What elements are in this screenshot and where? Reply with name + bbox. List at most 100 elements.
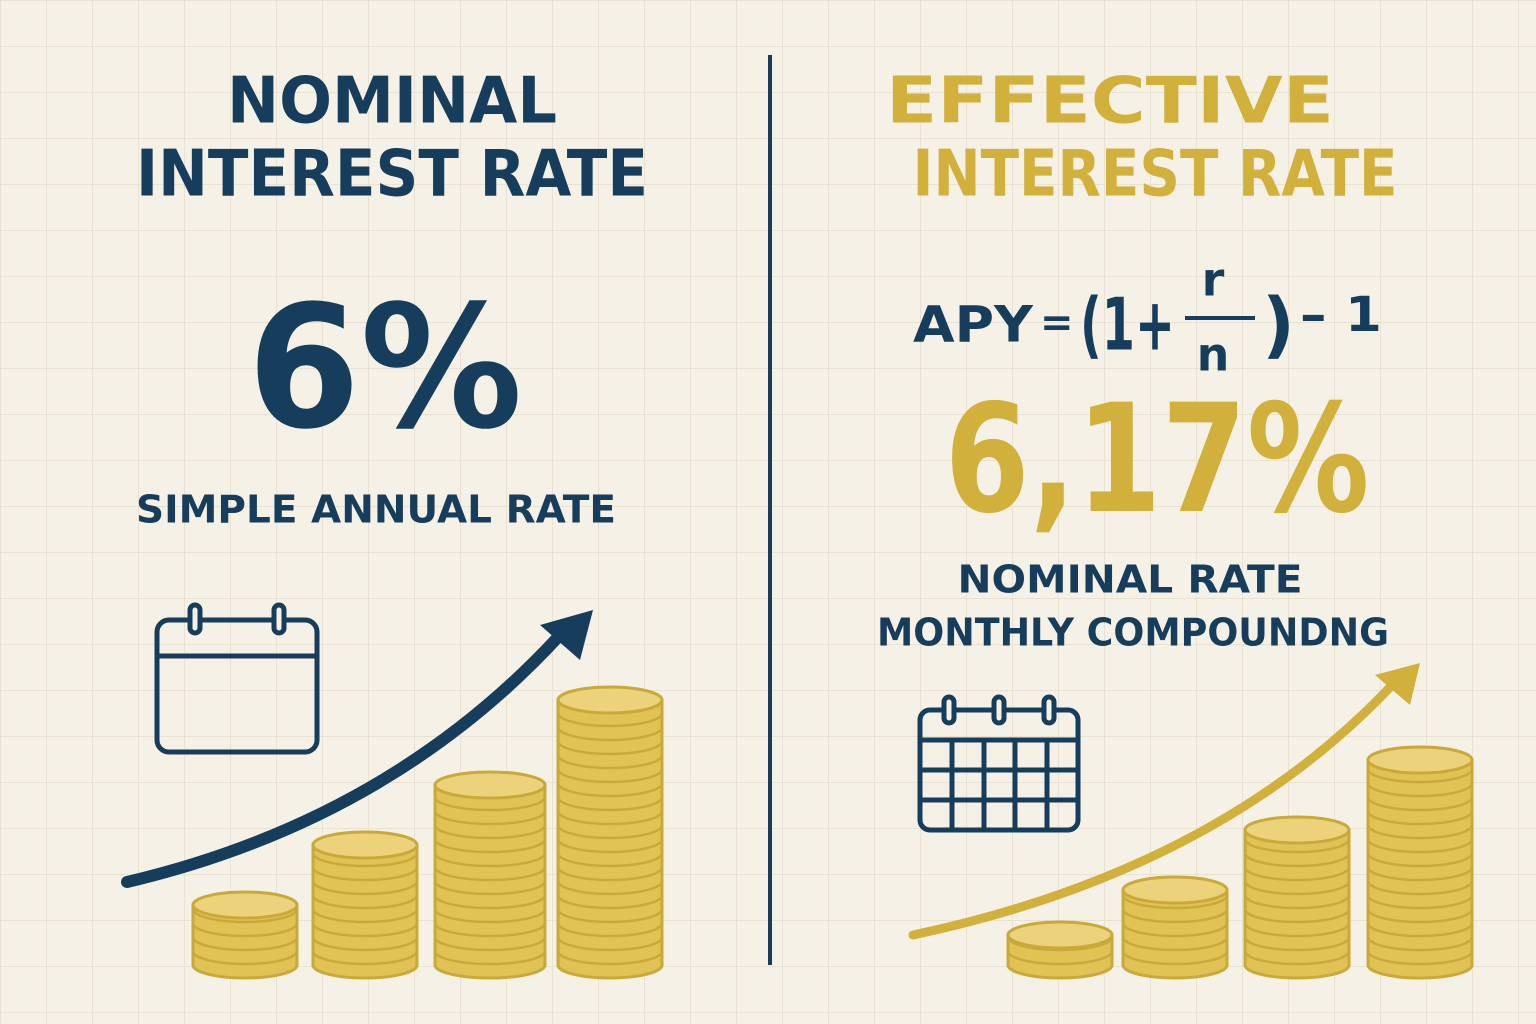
coin-top (1121, 875, 1229, 905)
coin-top (1366, 745, 1474, 775)
coin-edge (556, 754, 664, 770)
coin-edge (1243, 852, 1351, 868)
coin-edge (556, 782, 664, 798)
coin-edge (1243, 880, 1351, 896)
formula-numerator: r (1202, 253, 1225, 307)
coin-edge (311, 922, 419, 938)
coin-edge (433, 852, 547, 868)
left-title: INTEREST RATE (136, 138, 648, 212)
right-title: INTEREST RATE (913, 138, 1398, 212)
coin-edge (556, 740, 664, 756)
coin-edge (191, 908, 299, 924)
right-caption: MONTHLY COMPOUNDNG (877, 611, 1389, 655)
coin-edge (191, 936, 299, 952)
coin-top (433, 770, 547, 800)
coin-edge (1121, 908, 1229, 924)
coin-edge (433, 908, 547, 924)
formula-lhs: APY (913, 296, 1034, 354)
coin-edge (433, 880, 547, 896)
coin-edge (556, 866, 664, 882)
coin-body (1246, 830, 1348, 965)
coin-edge (1243, 838, 1351, 854)
formula-open: (1+ (1080, 283, 1175, 367)
growth-arrow (908, 677, 1400, 940)
coin-edge (1366, 824, 1474, 840)
coin-edge (433, 922, 547, 938)
arrow-head (1375, 663, 1420, 705)
coin-edge (1366, 838, 1474, 854)
coin-top (1243, 815, 1351, 845)
right-caption: NOMINAL RATE (958, 558, 1303, 602)
coin-edge (311, 894, 419, 910)
coin-edge (1366, 796, 1474, 812)
coin-edge (1366, 880, 1474, 896)
coin-edge (556, 796, 664, 812)
coin-edge (1366, 782, 1474, 798)
coin-edge (433, 810, 547, 826)
coin-edge (1366, 908, 1474, 924)
coin-edge (556, 894, 664, 910)
coin-edge (556, 922, 664, 938)
coin-edge (1366, 768, 1474, 784)
coin-edge (1243, 908, 1351, 924)
coin-edge (556, 936, 664, 952)
coin-edge (1366, 866, 1474, 882)
coin-edge (1243, 922, 1351, 938)
coin-edge (433, 838, 547, 854)
coin-top (556, 685, 664, 715)
coin-edge (1366, 894, 1474, 910)
calendar-grid-icon (917, 694, 1081, 833)
coin-edge (556, 726, 664, 742)
coin-edge (556, 880, 664, 896)
coin-edge (311, 852, 419, 868)
coin-edge (1006, 936, 1114, 952)
coin-edge (1243, 950, 1351, 966)
coin-edge (556, 852, 664, 868)
coin-edge (1121, 894, 1229, 910)
coin-edge (311, 880, 419, 896)
formula-denominator: n (1197, 328, 1230, 382)
coin-edge (433, 950, 547, 966)
coin-stacks (191, 685, 1474, 980)
left-title: NOMINAL (227, 65, 557, 139)
formula-close: ) (1262, 283, 1295, 367)
coin-top (311, 830, 419, 860)
calendar-icon (154, 602, 320, 755)
coin-edge (556, 810, 664, 826)
formula-equals: = (1040, 300, 1074, 346)
coin-edge (1243, 936, 1351, 952)
coin-edge (1366, 852, 1474, 868)
coin-edge (1121, 936, 1229, 952)
coin-edge (433, 796, 547, 812)
formula-tail: – 1 (1300, 287, 1382, 343)
coin-edge (311, 936, 419, 952)
coin-edge (1121, 950, 1229, 966)
coin-edge (433, 894, 547, 910)
coin-edge (1366, 936, 1474, 952)
coin-edge (556, 950, 664, 966)
left-caption: SIMPLE ANNUAL RATE (136, 488, 616, 532)
coin-edge (556, 824, 664, 840)
coin-top (191, 890, 299, 920)
coin-edge (556, 712, 664, 728)
coin-edge (556, 908, 664, 924)
coin-edge (1366, 950, 1474, 966)
coin-edge (311, 908, 419, 924)
coin-edge (1366, 810, 1474, 826)
right-value: 6,17% (945, 373, 1370, 547)
coin-edge (191, 950, 299, 966)
coin-edge (556, 768, 664, 784)
arrow-head (540, 610, 593, 660)
coin-edge (433, 866, 547, 882)
coin-edge (311, 950, 419, 966)
coin-top (1006, 920, 1114, 950)
coin-edge (1366, 922, 1474, 938)
right-title: EFFECTIVE (886, 65, 1334, 139)
coin-body (436, 785, 544, 965)
coin-edge (1121, 922, 1229, 938)
growth-arrow (121, 629, 566, 888)
coin-edge (311, 866, 419, 882)
left-value: 6% (248, 269, 523, 467)
